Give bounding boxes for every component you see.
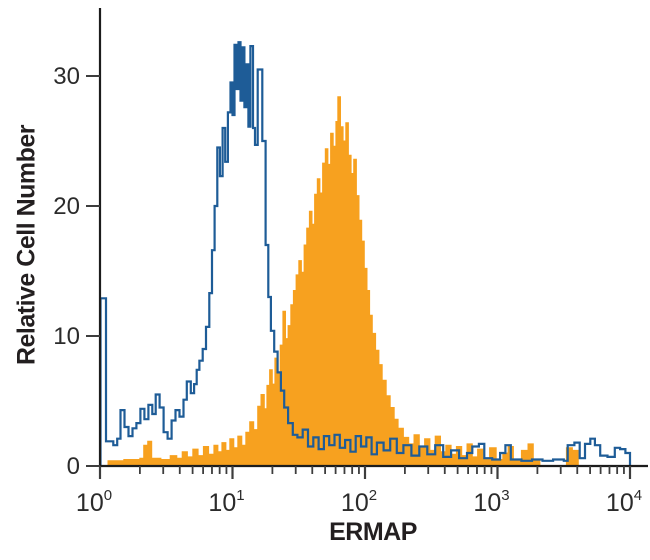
x-tick-label: 101 <box>208 487 244 517</box>
blue-outline-histogram <box>99 41 632 466</box>
y-tick-label: 10 <box>53 323 80 350</box>
x-tick-label: 102 <box>341 487 377 517</box>
y-axis-title: Relative Cell Number <box>12 124 41 366</box>
x-tick-label: 100 <box>76 487 112 517</box>
y-tick-label: 0 <box>67 453 80 480</box>
x-axis-title: ERMAP <box>329 518 417 546</box>
y-tick-label: 20 <box>53 193 80 220</box>
x-tick-label: 103 <box>473 487 509 517</box>
y-tick-label: 30 <box>53 63 80 90</box>
orange-filled-histogram <box>107 96 583 467</box>
x-tick-label: 104 <box>606 487 642 517</box>
